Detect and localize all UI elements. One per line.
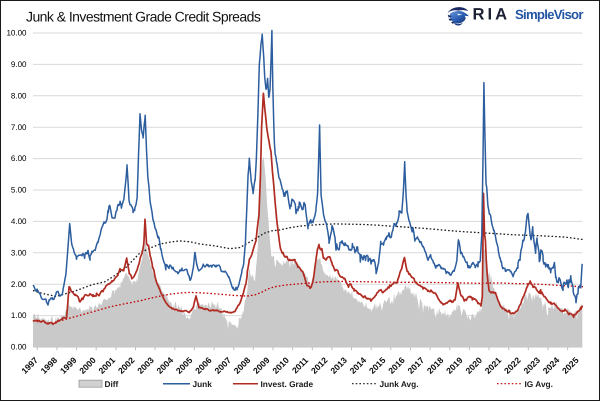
svg-text:4.00: 4.00 bbox=[11, 217, 27, 226]
svg-text:1.00: 1.00 bbox=[11, 311, 27, 320]
svg-text:5.00: 5.00 bbox=[11, 186, 27, 195]
svg-text:10.00: 10.00 bbox=[6, 29, 27, 38]
svg-text:IG Avg.: IG Avg. bbox=[525, 379, 553, 389]
svg-text:Diff: Diff bbox=[105, 379, 119, 389]
svg-text:Junk Avg.: Junk Avg. bbox=[380, 379, 419, 389]
svg-text:Junk & Investment Grade Credit: Junk & Investment Grade Credit Spreads bbox=[26, 9, 261, 25]
svg-text:Invest. Grade: Invest. Grade bbox=[261, 379, 314, 389]
svg-text:Junk: Junk bbox=[193, 379, 213, 389]
svg-text:6.00: 6.00 bbox=[11, 154, 27, 163]
svg-text:2.00: 2.00 bbox=[11, 280, 27, 289]
svg-text:0.00: 0.00 bbox=[11, 343, 27, 352]
svg-text:3.00: 3.00 bbox=[11, 248, 27, 257]
svg-text:9.00: 9.00 bbox=[11, 60, 27, 69]
svg-text:SimpleVisor: SimpleVisor bbox=[515, 7, 583, 22]
svg-text:8.00: 8.00 bbox=[11, 91, 27, 100]
svg-text:7.00: 7.00 bbox=[11, 123, 27, 132]
svg-text:RIA: RIA bbox=[473, 5, 511, 24]
